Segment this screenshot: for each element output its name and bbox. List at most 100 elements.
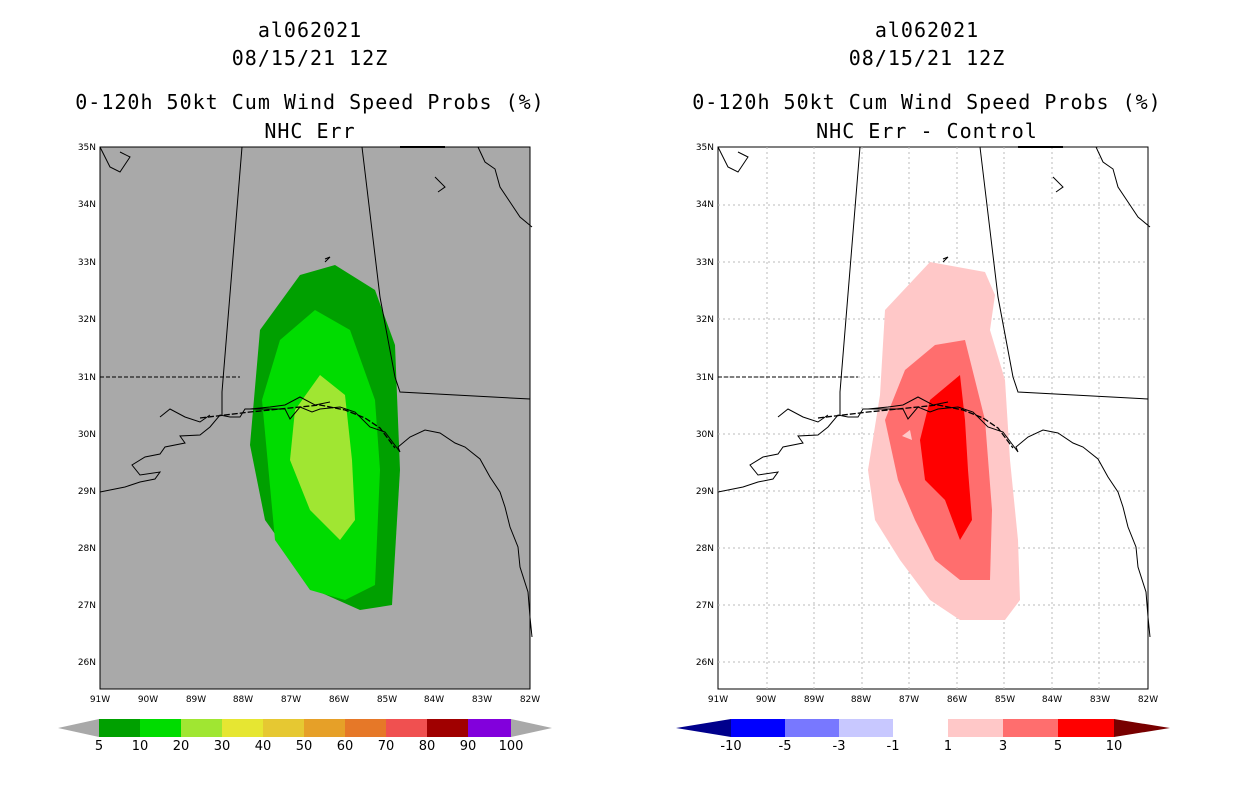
left-colorbar-swatch <box>181 719 222 737</box>
left-colorbar-swatch <box>427 719 468 737</box>
left-subtitle: NHC Err <box>264 119 356 143</box>
right-lon-label: 83W <box>1090 695 1110 705</box>
right-lon-label: 90W <box>756 695 776 705</box>
right-lat-label: 26N <box>696 658 714 668</box>
left-colorbar-swatch <box>263 719 304 737</box>
left-lat-label: 27N <box>78 601 96 611</box>
right-map <box>717 146 1151 690</box>
right-lon-label: 91W <box>708 695 728 705</box>
left-colorbar-low-arrow <box>58 719 99 737</box>
right-colorbar-high-arrow <box>1114 719 1170 737</box>
left-lat-label: 34N <box>78 200 96 210</box>
left-colorbar-label: 40 <box>255 739 272 754</box>
right-lat-label: 27N <box>696 601 714 611</box>
right-colorbar-label: -10 <box>720 739 741 754</box>
left-colorbar-swatch <box>140 719 181 737</box>
left-colorbar: 5 10 20 30 40 50 60 70 80 90 100 <box>58 719 552 754</box>
left-lon-label: 90W <box>138 695 158 705</box>
right-colorbar-label: -5 <box>779 739 792 754</box>
right-lat-label: 30N <box>696 430 714 440</box>
left-lon-label: 88W <box>233 695 253 705</box>
right-subtitle: NHC Err - Control <box>816 119 1038 143</box>
left-colorbar-high-arrow <box>511 719 552 737</box>
right-diff-5 <box>920 375 972 540</box>
right-colorbar-label: 3 <box>999 739 1007 754</box>
right-lon-label: 82W <box>1138 695 1158 705</box>
right-colorbar-swatch <box>785 719 839 737</box>
right-colorbar: -10 -5 -3 -1 1 3 5 10 <box>676 719 1170 754</box>
left-colorbar-swatch <box>222 719 263 737</box>
left-lat-label: 33N <box>78 258 96 268</box>
left-track <box>199 404 396 449</box>
left-prob-20 <box>290 375 355 540</box>
right-colorbar-swatch <box>1058 719 1114 737</box>
left-lat-labels: 35N 34N 33N 32N 31N 30N 29N 28N 27N 26N <box>78 143 96 668</box>
left-colorbar-swatch <box>345 719 386 737</box>
left-lat-label: 31N <box>78 373 96 383</box>
right-product-title: 0-120h 50kt Cum Wind Speed Probs (%) <box>692 90 1162 114</box>
left-lon-labels: 91W 90W 89W 88W 87W 86W 85W 84W 83W 82W <box>90 695 540 705</box>
right-lat-label: 33N <box>696 258 714 268</box>
left-colorbar-label: 20 <box>173 739 190 754</box>
right-colorbar-label: -3 <box>833 739 846 754</box>
left-lat-label: 28N <box>78 544 96 554</box>
left-colorbar-swatch <box>468 719 511 737</box>
left-lon-label: 91W <box>90 695 110 705</box>
right-lat-label: 35N <box>696 143 714 153</box>
left-colorbar-label: 100 <box>499 739 524 754</box>
right-colorbar-swatch <box>839 719 893 737</box>
right-track <box>817 404 1014 449</box>
left-lon-label: 85W <box>377 695 397 705</box>
left-lat-label: 35N <box>78 143 96 153</box>
left-lon-label: 84W <box>424 695 444 705</box>
left-lat-label: 30N <box>78 430 96 440</box>
right-colorbar-label: 10 <box>1106 739 1123 754</box>
right-lon-label: 84W <box>1042 695 1062 705</box>
left-lon-label: 83W <box>472 695 492 705</box>
left-colorbar-label: 30 <box>214 739 231 754</box>
right-colorbar-label: 1 <box>944 739 952 754</box>
left-lon-label: 82W <box>520 695 540 705</box>
right-colorbar-swatch <box>948 719 1003 737</box>
right-lat-label: 29N <box>696 487 714 497</box>
left-storm-id: al062021 <box>257 18 363 42</box>
right-lon-label: 87W <box>899 695 919 705</box>
left-colorbar-label: 80 <box>419 739 436 754</box>
right-lat-label: 31N <box>696 373 714 383</box>
right-colorbar-swatch <box>893 719 948 737</box>
left-lat-label: 29N <box>78 487 96 497</box>
left-lat-label: 26N <box>78 658 96 668</box>
right-lon-labels: 91W 90W 89W 88W 87W 86W 85W 84W 83W 82W <box>708 695 1158 705</box>
right-colorbar-low-arrow <box>676 719 731 737</box>
left-colorbar-label: 5 <box>95 739 103 754</box>
right-colorbar-label: 5 <box>1054 739 1062 754</box>
left-colorbar-label: 70 <box>378 739 395 754</box>
left-lat-label: 32N <box>78 315 96 325</box>
left-product-title: 0-120h 50kt Cum Wind Speed Probs (%) <box>75 90 545 114</box>
right-lat-labels: 35N 34N 33N 32N 31N 30N 29N 28N 27N 26N <box>696 143 714 668</box>
right-lat-label: 32N <box>696 315 714 325</box>
left-map <box>99 146 533 690</box>
left-lon-label: 89W <box>186 695 206 705</box>
left-colorbar-swatch <box>304 719 345 737</box>
left-lon-label: 86W <box>329 695 349 705</box>
right-colorbar-label: -1 <box>887 739 900 754</box>
left-colorbar-label: 60 <box>337 739 354 754</box>
right-colorbar-swatch <box>731 719 785 737</box>
right-lon-label: 86W <box>947 695 967 705</box>
left-colorbar-swatch <box>386 719 427 737</box>
right-diff-spot <box>902 430 912 440</box>
right-lon-label: 85W <box>995 695 1015 705</box>
left-colorbar-label: 10 <box>132 739 149 754</box>
right-storm-id: al062021 <box>874 18 980 42</box>
right-date: 08/15/21 12Z <box>848 46 1006 70</box>
left-colorbar-swatch <box>99 719 140 737</box>
right-lon-label: 89W <box>804 695 824 705</box>
left-date: 08/15/21 12Z <box>231 46 389 70</box>
left-colorbar-label: 90 <box>460 739 477 754</box>
right-lat-label: 34N <box>696 200 714 210</box>
left-colorbar-label: 50 <box>296 739 313 754</box>
right-lon-label: 88W <box>851 695 871 705</box>
right-colorbar-swatch <box>1003 719 1058 737</box>
